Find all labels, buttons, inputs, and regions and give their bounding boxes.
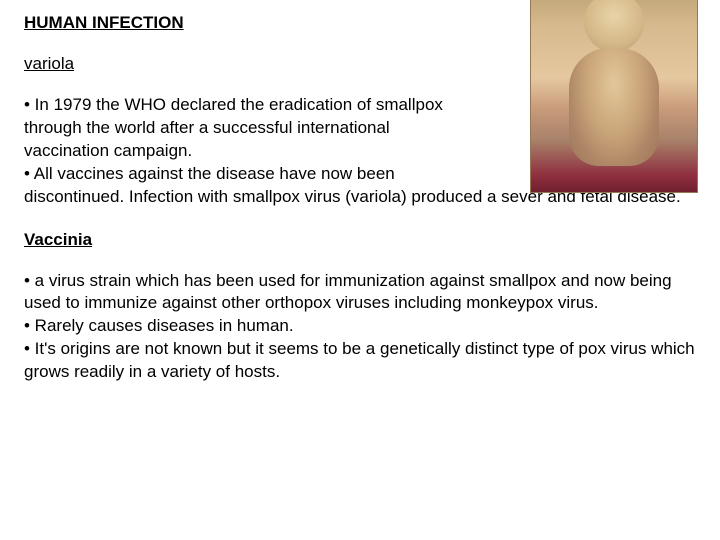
vaccinia-heading: Vaccinia bbox=[24, 229, 696, 252]
vaccinia-line-1: • a virus strain which has been used for… bbox=[24, 270, 696, 316]
variola-section: variola • In 1979 the WHO declared the e… bbox=[24, 53, 696, 209]
vaccinia-line-2: • Rarely causes diseases in human. bbox=[24, 315, 696, 338]
variola-line-4: • All vaccines against the disease have … bbox=[24, 163, 519, 186]
variola-line-1: • In 1979 the WHO declared the eradicati… bbox=[24, 94, 519, 117]
variola-line-3: vaccination campaign. bbox=[24, 140, 519, 163]
child-with-pox-rash-photo bbox=[530, 0, 698, 193]
vaccinia-body: • a virus strain which has been used for… bbox=[24, 270, 696, 385]
vaccinia-line-3: • It's origins are not known but it seem… bbox=[24, 338, 696, 384]
variola-line-2: through the world after a successful int… bbox=[24, 117, 519, 140]
